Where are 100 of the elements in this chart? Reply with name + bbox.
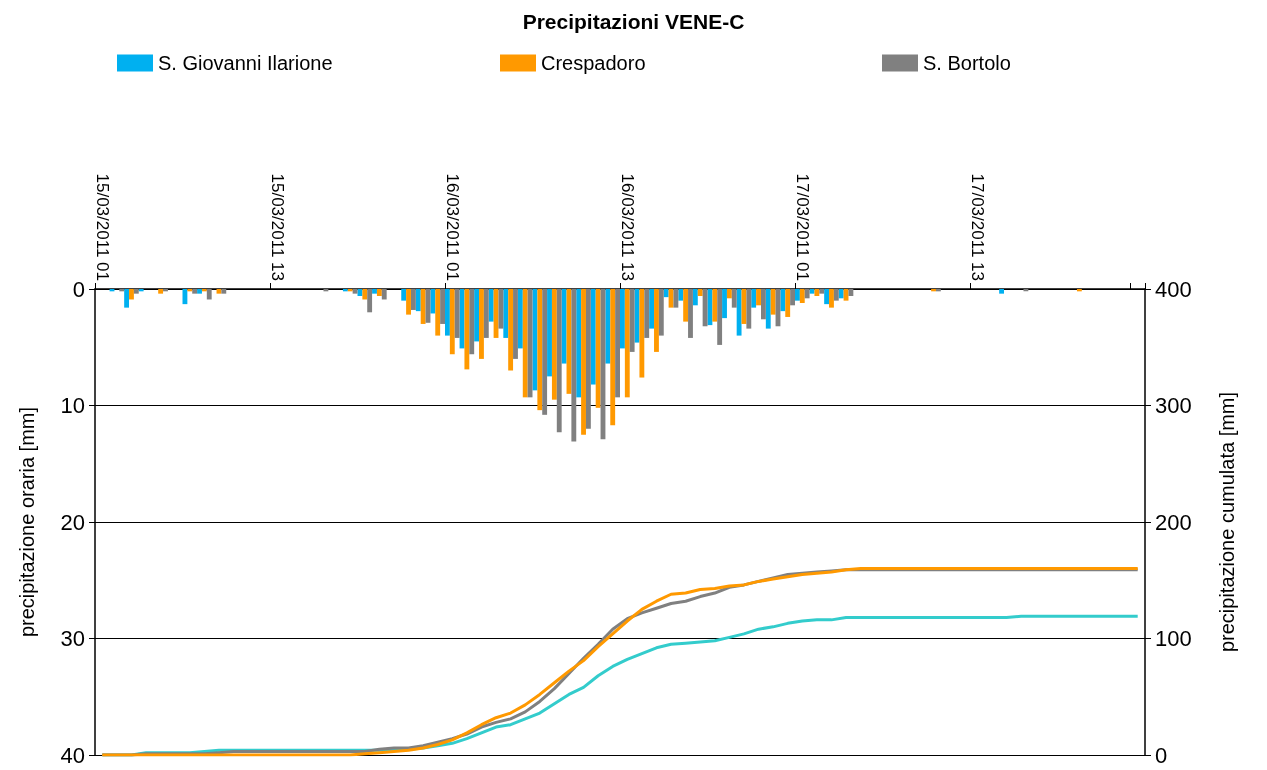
bar [474, 289, 480, 342]
bar [785, 289, 791, 317]
legend-label: S. Giovanni Ilarione [158, 52, 333, 74]
bar [469, 289, 475, 355]
bar [571, 289, 577, 442]
bar [931, 289, 936, 292]
bar [702, 289, 708, 327]
bar [537, 289, 543, 411]
bar [435, 289, 441, 336]
bar [323, 289, 329, 292]
y-tick-label: 40 [60, 742, 85, 768]
bar [206, 289, 212, 300]
x-tick-label: 15/03/2011 13 [267, 173, 287, 281]
legend-label: Crespadoro [541, 52, 646, 74]
bar [221, 289, 227, 294]
bar [590, 289, 596, 385]
bar [192, 289, 198, 294]
bar [824, 289, 830, 305]
y-tick-label: 10 [60, 393, 85, 418]
bar [488, 289, 494, 322]
bar [119, 289, 125, 292]
bar [138, 289, 144, 292]
bar [620, 289, 625, 349]
bar [756, 289, 761, 306]
bar [833, 289, 839, 301]
bar [814, 289, 820, 296]
bar [381, 289, 387, 300]
bar [999, 289, 1005, 294]
bar [415, 289, 421, 312]
bar [464, 289, 470, 370]
bar [780, 289, 786, 312]
bar [829, 289, 834, 308]
y2-tick-label: 100 [1155, 626, 1192, 651]
bar [1076, 289, 1082, 292]
bar [556, 289, 562, 433]
bar [401, 289, 407, 301]
y-axis-title: precipitazione oraria [mm] [16, 406, 38, 638]
bar [688, 289, 693, 338]
bar [649, 289, 655, 329]
bar [124, 289, 130, 308]
bar [799, 289, 805, 303]
bar [751, 289, 757, 308]
bar [1023, 289, 1029, 292]
y-tick-label: 0 [72, 276, 85, 302]
y-tick-label: 30 [60, 626, 85, 651]
bar [201, 289, 207, 292]
bar [372, 289, 377, 294]
bar [731, 289, 737, 308]
bar [790, 289, 795, 306]
bar [522, 289, 528, 398]
bar [410, 289, 416, 310]
bar [454, 289, 460, 338]
bar [644, 289, 650, 338]
bar [163, 289, 168, 292]
bar [129, 289, 134, 300]
bar [581, 289, 586, 435]
bar [736, 289, 742, 336]
bar [673, 289, 679, 308]
bar [726, 289, 732, 299]
bar [663, 289, 669, 298]
bar [697, 289, 703, 296]
bar [838, 289, 844, 299]
chart-title: Precipitazioni VENE-C [522, 10, 745, 33]
bar [527, 289, 533, 398]
bar [624, 289, 630, 398]
y2-axis-title: precipitazione cumulata [mm] [1216, 391, 1238, 653]
bar [367, 289, 373, 313]
bar [692, 289, 698, 306]
x-tick-label: 16/03/2011 01 [442, 173, 462, 281]
bar [760, 289, 766, 320]
bar [449, 289, 455, 355]
y2-tick-label: 300 [1155, 393, 1192, 418]
bar [133, 289, 139, 294]
bar [420, 289, 426, 324]
bar [362, 289, 368, 300]
bar [498, 289, 504, 329]
bar [576, 289, 582, 398]
bar [819, 289, 825, 294]
bar [352, 289, 358, 294]
bar [483, 289, 489, 338]
bar [445, 289, 450, 336]
bar [561, 289, 567, 364]
y-tick-label: 20 [60, 509, 85, 535]
bar [440, 289, 445, 324]
bar [513, 289, 518, 359]
bar [722, 289, 727, 319]
bar [654, 289, 659, 352]
bar [848, 289, 854, 296]
bar [629, 289, 635, 352]
x-tick-label: 17/03/2011 13 [967, 173, 987, 281]
bar [547, 289, 552, 377]
bar [430, 289, 436, 314]
bar [683, 289, 689, 322]
y2-tick-label: 400 [1155, 276, 1192, 302]
bar [342, 289, 348, 292]
bar [746, 289, 752, 329]
bar [770, 289, 776, 315]
bar [503, 289, 509, 338]
y2-tick-label: 200 [1155, 509, 1192, 535]
bar [158, 289, 164, 294]
